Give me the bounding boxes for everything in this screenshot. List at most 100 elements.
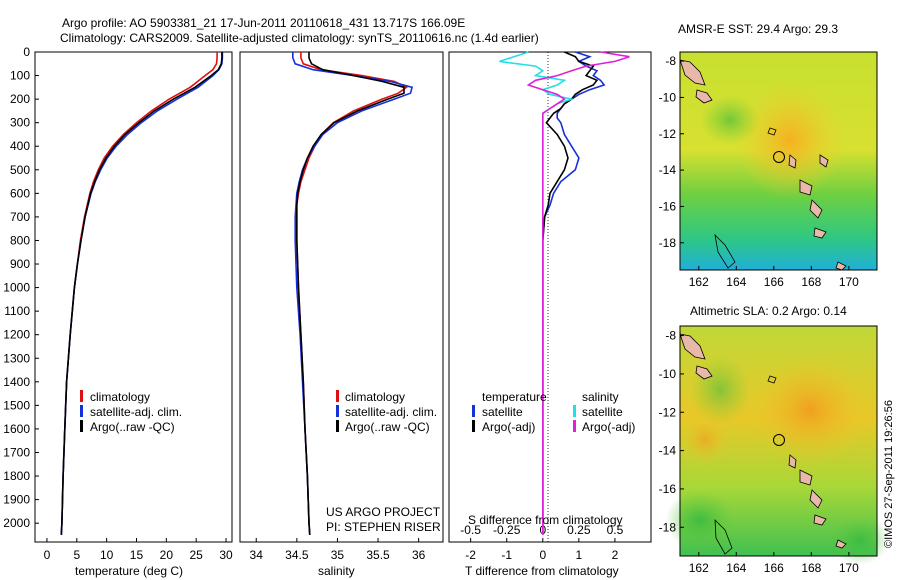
x-tick-label: 20 [160, 548, 174, 562]
x-tick-top-label: -0.5 [460, 523, 481, 537]
temperature-xlabel: temperature (deg C) [75, 564, 183, 578]
imos-credit: ©IMOS 27-Sep-2011 19:26:56 [883, 400, 895, 548]
depth-tick-label: 1600 [3, 422, 30, 436]
legend-swatch-t-satellite [472, 405, 475, 417]
depth-tick-label: 200 [10, 92, 30, 106]
lon-tick-label: 166 [764, 561, 784, 575]
x-tick-label: 34.5 [285, 548, 309, 562]
sst-coastlines [679, 59, 847, 271]
lat-tick-label: -14 [659, 163, 677, 177]
depth-tick-label: 0 [23, 45, 30, 59]
lat-tick-label: -14 [659, 444, 677, 458]
sst-map-title: AMSR-E SST: 29.4 Argo: 29.3 [678, 22, 838, 36]
x-tick-label: -2 [465, 548, 476, 562]
lon-tick-label: 170 [839, 275, 859, 289]
legend-header-temperature: temperature [482, 390, 547, 404]
series-line-satellite-adj-clim- [60, 52, 224, 535]
x-tick-label: 15 [130, 548, 144, 562]
lon-tick-label: 162 [689, 561, 709, 575]
x-tick-label: 1 [576, 548, 583, 562]
sla-green-patch [690, 355, 750, 425]
lat-tick-label: -10 [659, 367, 677, 381]
legend-label-satellite: satellite-adj. clim. [345, 405, 437, 419]
legend-swatch-climatology [80, 390, 83, 402]
difference-axes-box [448, 51, 652, 543]
x-tick-label: 0 [539, 548, 546, 562]
x-tick-label: 2 [612, 548, 619, 562]
series-line-climatology [295, 52, 409, 535]
legend-label-climatology: climatology [345, 390, 405, 404]
lat-tick-label: -8 [665, 329, 676, 343]
sla-green-patch-2 [665, 490, 735, 550]
sla-map-frame [679, 325, 878, 557]
x-tick-top-label: 0.25 [567, 523, 591, 537]
sst-map-panel: AMSR-E SST: 29.4 Argo: 29.3 162 164 166 168… [659, 22, 878, 289]
header-line1: Argo profile: AO 5903381_21 17-Jun-2011 … [62, 16, 465, 30]
x-tick-label: 10 [100, 548, 114, 562]
legend-swatch-t-argo [472, 420, 475, 432]
series-line-s-argo-adj- [526, 51, 630, 535]
sst-argo-marker [773, 151, 785, 163]
lat-tick-label: -10 [659, 90, 677, 104]
legend-header-salinity: salinity [582, 390, 619, 404]
sla-warm-anomaly [750, 355, 870, 465]
sla-coastlines [679, 333, 847, 555]
difference-legend: temperature salinity satellite Argo(-adj… [472, 390, 635, 434]
x-tick-label: -1 [501, 548, 512, 562]
depth-tick-label: 600 [10, 186, 30, 200]
x-tick-label: 30 [219, 548, 233, 562]
legend-swatch-satellite [80, 405, 83, 417]
lat-tick-label: -12 [659, 127, 677, 141]
depth-tick-label: 1100 [4, 304, 30, 318]
depth-tick-label: 2000 [3, 516, 30, 530]
temperature-legend: climatology satellite-adj. clim. Argo(..… [80, 390, 182, 434]
legend-swatch-satellite [336, 405, 339, 417]
legend-label-climatology: climatology [90, 390, 150, 404]
sst-map-frame [679, 51, 878, 271]
lat-tick-label: -18 [659, 520, 677, 534]
depth-tick-label: 400 [10, 139, 30, 153]
legend-swatch-argo [80, 420, 83, 432]
project-annotation: US ARGO PROJECT [326, 505, 441, 519]
x-tick-label: 0 [44, 548, 51, 562]
legend-label-t-satellite: satellite [482, 405, 523, 419]
depth-tick-label: 1800 [3, 469, 30, 483]
depth-tick-label: 700 [10, 210, 30, 224]
sla-map-panel: Altimetric SLA: 0.2 Argo: 0.14 162 164 166… [659, 304, 890, 575]
lon-tick-label: 168 [801, 275, 821, 289]
legend-label-s-satellite: satellite [582, 405, 623, 419]
lon-tick-label: 170 [839, 561, 859, 575]
depth-tick-label: 900 [10, 257, 30, 271]
x-tick-label: 34 [250, 548, 264, 562]
x-tick-label: 36 [412, 548, 426, 562]
depth-tick-label: 1500 [3, 398, 30, 412]
sst-green-patch [700, 95, 760, 145]
lon-tick-label: 166 [764, 275, 784, 289]
sla-map-title: Altimetric SLA: 0.2 Argo: 0.14 [690, 304, 847, 318]
series-line-argo-raw-qc- [60, 52, 223, 535]
salinity-axes-box [239, 51, 444, 543]
depth-tick-label: 800 [10, 233, 30, 247]
depth-tick-label: 1400 [3, 375, 30, 389]
legend-label-t-argo: Argo(-adj) [482, 420, 535, 434]
series-line-argo-raw-qc- [295, 52, 405, 535]
lat-tick-label: -16 [659, 482, 677, 496]
legend-label-satellite: satellite-adj. clim. [90, 405, 182, 419]
x-tick-label: 35.5 [366, 548, 390, 562]
temperature-panel: 0100200300400500600700800900100011001200… [3, 45, 233, 578]
depth-tick-label: 500 [10, 163, 30, 177]
lon-tick-label: 164 [726, 275, 746, 289]
series-line-t-satellite [541, 51, 606, 535]
lat-tick-label: -16 [659, 199, 677, 213]
salinity-legend: climatology satellite-adj. clim. Argo(..… [336, 390, 437, 434]
x-tick-top-label: -0.25 [493, 523, 521, 537]
legend-label-argo: Argo(..raw -QC) [345, 420, 430, 434]
salinity-panel: 34 34.5 35 35.5 36 salinity climatology sate… [239, 51, 444, 578]
depth-tick-label: 1900 [3, 493, 30, 507]
header-line2: Climatology: CARS2009. Satellite-adjuste… [60, 31, 539, 45]
legend-swatch-argo [336, 420, 339, 432]
legend-swatch-s-argo [573, 420, 576, 432]
x-tick-top-label: 0.5 [607, 523, 624, 537]
sla-warm-anomaly-2 [680, 415, 730, 465]
